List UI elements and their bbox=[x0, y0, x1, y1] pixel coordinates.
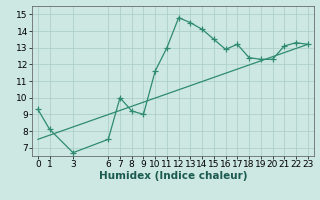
X-axis label: Humidex (Indice chaleur): Humidex (Indice chaleur) bbox=[99, 171, 247, 181]
